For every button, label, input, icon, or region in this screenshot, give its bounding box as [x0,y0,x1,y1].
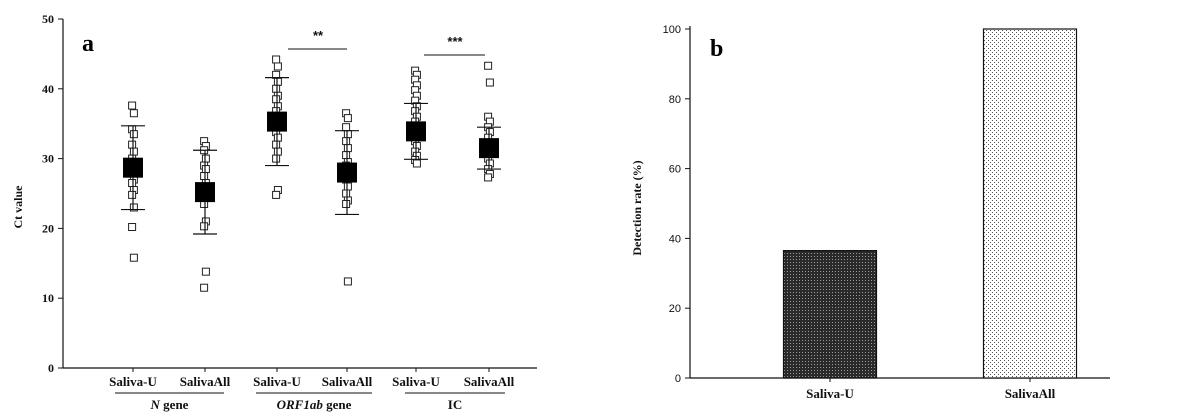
bar-2 [982,28,1078,379]
panel-b: b Detection rate (%) 0 20 40 60 80 100 Saliva… [630,24,1110,401]
panel-a-y-tick-label: 40 [42,82,54,96]
data-point [272,84,281,93]
data-point [273,77,282,86]
data-point [129,253,138,262]
data-point [128,140,137,149]
data-point [343,277,352,286]
data-point [201,267,210,276]
data-point [272,140,281,149]
panel-b-y-tick-label: 80 [669,94,681,106]
mean-marker [123,157,143,178]
data-point [129,147,138,156]
data-point [484,173,493,182]
data-point [201,165,210,174]
panel-a-y-tick-label: 30 [42,152,54,166]
series-1 [121,101,145,262]
series-3 [265,55,289,199]
panel-b-y-tick-label: 20 [669,303,681,315]
data-point [343,144,352,153]
significance-label-ic: *** [447,34,463,49]
panel-b-category-label: Saliva-U [806,386,854,401]
panel-b-y-tick-label: 100 [663,24,681,36]
mean-marker [479,138,499,159]
panel-b-y-axis-label: Detection rate (%) [630,160,644,255]
data-point [342,151,351,160]
group-label: ORF1ab gene [277,397,352,412]
data-point [342,199,351,208]
data-point [129,203,138,212]
data-point [201,154,210,163]
data-point [484,61,493,70]
series-6 [477,61,501,182]
series-5 [404,66,428,168]
data-point [485,78,494,87]
group-label: N gene [150,397,189,412]
data-point [342,189,351,198]
mean-marker [195,182,215,203]
data-point [273,62,282,71]
bar-1 [782,250,878,379]
data-point [200,283,209,292]
panel-a-category-label: Saliva-U [392,374,440,389]
panel-a-category-label: SalivaAll [464,374,515,389]
panel-b-y-tick-label: 40 [669,233,681,245]
mean-marker [267,111,287,132]
significance-label-orf1ab: ** [313,28,324,43]
data-point [128,190,137,199]
data-point [272,154,281,163]
data-point [128,179,137,188]
panel-a-label: a [82,31,94,57]
panel-a-category-label: Saliva-U [109,374,157,389]
panel-b-label: b [710,36,723,62]
data-point [273,133,282,142]
panel-b-y-tick-label: 60 [669,164,681,176]
data-point [342,137,351,146]
data-point [412,159,421,168]
panel-a-y-axis-label: Ct value [11,185,25,229]
data-point [343,130,352,139]
data-point [128,223,137,232]
panel-a-y-tick-label: 10 [42,291,54,305]
data-point [128,101,137,110]
data-point [272,95,281,104]
data-point [273,147,282,156]
data-point [343,114,352,123]
data-point [342,123,351,132]
group-label: IC [448,397,462,412]
panel-a-y-tick-label: 50 [42,12,54,26]
data-point [200,222,209,231]
data-point [272,190,281,199]
data-point [129,109,138,118]
data-point [200,172,209,181]
data-point [272,55,281,64]
panel-a: a Ct value 0 10 20 30 40 50 Saliva-U SalivaAll… [11,12,537,412]
panel-a-category-label: SalivaAll [322,374,373,389]
mean-marker [406,121,426,142]
data-point [343,182,352,191]
panel-a-y-tick-label: 20 [42,221,54,235]
panel-a-category-label: SalivaAll [180,374,231,389]
mean-marker [337,162,357,183]
series-4 [335,109,359,286]
panel-b-category-label: SalivaAll [1005,386,1056,401]
panel-a-category-label: Saliva-U [253,374,301,389]
panel-a-y-tick-label: 0 [48,361,54,375]
panel-b-y-tick-label: 0 [675,373,681,385]
series-2 [193,137,217,292]
data-point [129,130,138,139]
